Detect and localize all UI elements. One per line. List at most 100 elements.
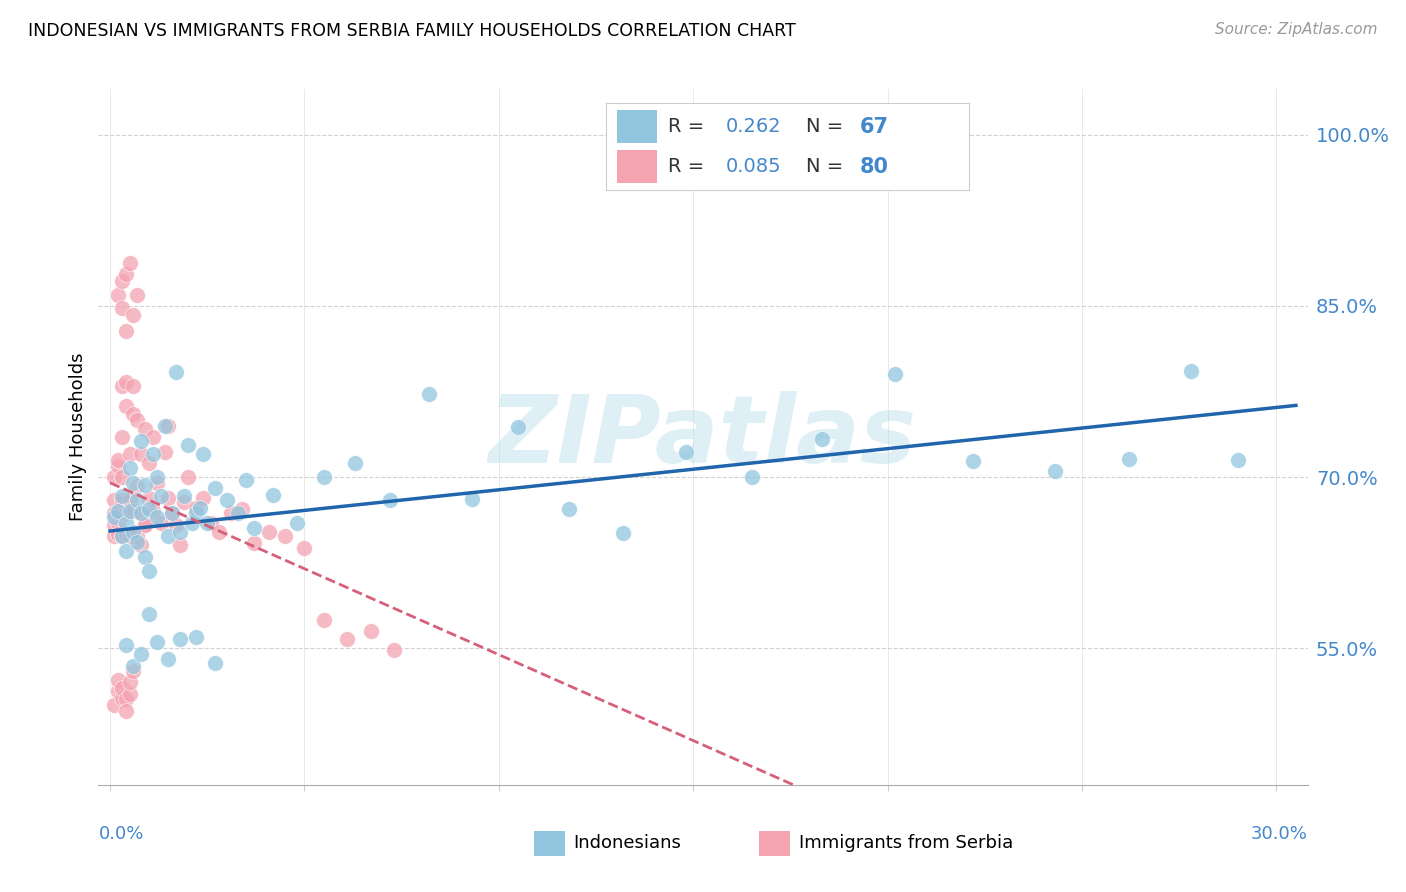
Point [243, 521, 266, 535]
Text: 30.0%: 30.0% [1251, 825, 1308, 843]
Point [134, 517, 156, 532]
Point [107, 516, 129, 530]
Point [129, 507, 152, 521]
Point [114, 638, 136, 652]
Point [134, 549, 156, 564]
Point [127, 529, 149, 543]
Point [118, 492, 141, 507]
Point [208, 524, 231, 539]
Point [344, 456, 367, 470]
Point [114, 507, 136, 521]
Point [107, 453, 129, 467]
Point [114, 516, 136, 530]
Point [118, 255, 141, 269]
Point [134, 517, 156, 532]
Point [157, 418, 180, 433]
Point [107, 673, 129, 687]
Point [274, 529, 297, 543]
Point [138, 491, 160, 505]
Point [162, 507, 184, 521]
Point [111, 492, 134, 507]
Point [1043, 464, 1066, 478]
Point [114, 527, 136, 541]
Point [122, 475, 145, 490]
Point [103, 507, 125, 521]
Point [122, 659, 145, 673]
Point [122, 504, 145, 518]
Point [129, 647, 152, 661]
Point [460, 491, 482, 506]
Point [142, 447, 165, 461]
Point [558, 502, 581, 516]
Point [193, 447, 215, 461]
Point [114, 692, 136, 706]
Point [118, 687, 141, 701]
Point [103, 517, 125, 532]
Point [122, 308, 145, 322]
Point [129, 447, 152, 461]
Point [103, 529, 125, 543]
Text: 0.0%: 0.0% [98, 825, 143, 843]
Point [111, 470, 134, 484]
Point [114, 267, 136, 281]
Point [138, 456, 160, 470]
Point [418, 386, 440, 401]
Point [259, 524, 281, 539]
Text: Source: ZipAtlas.com: Source: ZipAtlas.com [1215, 22, 1378, 37]
Y-axis label: Family Households: Family Households [69, 353, 87, 521]
Point [145, 510, 167, 524]
Point [145, 470, 167, 484]
Point [312, 613, 335, 627]
Point [195, 516, 218, 530]
Point [129, 507, 152, 521]
Point [118, 529, 141, 543]
Point [107, 287, 129, 301]
Point [810, 433, 832, 447]
Point [294, 541, 316, 555]
Point [1226, 453, 1249, 467]
Point [111, 274, 134, 288]
Point [884, 368, 907, 382]
Point [103, 510, 125, 524]
Point [157, 529, 180, 543]
Point [336, 632, 359, 646]
Point [145, 475, 167, 490]
Point [107, 507, 129, 521]
Point [111, 529, 134, 543]
Point [173, 495, 195, 509]
Point [962, 454, 984, 468]
Point [741, 470, 763, 484]
Point [153, 445, 176, 459]
Point [111, 378, 134, 392]
Point [118, 675, 141, 690]
Point [204, 482, 226, 496]
Point [127, 287, 149, 301]
Text: Indonesians: Indonesians [574, 834, 682, 852]
Point [157, 491, 180, 505]
Point [612, 525, 634, 540]
Point [1180, 364, 1202, 378]
Point [134, 478, 156, 492]
Point [122, 407, 145, 421]
Point [114, 376, 136, 390]
Point [129, 434, 152, 448]
Point [107, 504, 129, 518]
Point [111, 489, 134, 503]
Text: Immigrants from Serbia: Immigrants from Serbia [799, 834, 1012, 852]
Point [149, 489, 172, 503]
Point [145, 635, 167, 649]
Point [188, 500, 211, 515]
Point [285, 516, 308, 530]
Text: INDONESIAN VS IMMIGRANTS FROM SERBIA FAMILY HOUSEHOLDS CORRELATION CHART: INDONESIAN VS IMMIGRANTS FROM SERBIA FAM… [28, 22, 796, 40]
Point [107, 527, 129, 541]
Point [162, 507, 184, 521]
Point [177, 438, 200, 452]
Point [184, 630, 207, 644]
Point [142, 504, 165, 518]
Point [231, 502, 253, 516]
Point [228, 507, 250, 521]
Point [149, 516, 172, 530]
Point [103, 470, 125, 484]
Point [118, 461, 141, 475]
Point [127, 535, 149, 549]
